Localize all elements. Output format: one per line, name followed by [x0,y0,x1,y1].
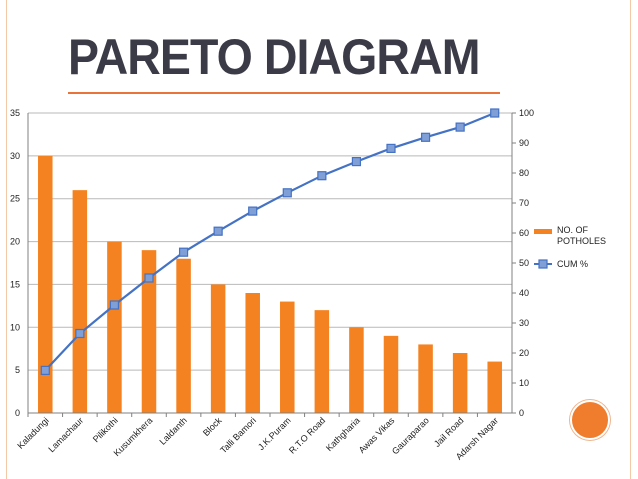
left-tick-label: 30 [10,151,20,161]
gridlines [28,112,512,414]
right-tick-label: 100 [519,108,534,118]
left-tick-label: 20 [10,237,20,247]
legend-swatch-bars [534,229,552,234]
line-marker [455,122,465,132]
x-tick-label: Kaladungi [15,415,50,450]
right-tick-label: 90 [519,138,529,148]
left-tick-label: 5 [15,365,20,375]
bar [176,258,191,413]
left-axis-ticks: 0 5 10 15 20 25 30 35 [10,108,20,418]
bar [245,293,260,413]
line-marker [420,132,431,142]
axes [27,113,513,414]
line-marker [75,328,85,339]
left-tick-label: 10 [10,322,20,332]
right-tick-label: 50 [519,258,529,268]
left-tick-label: 0 [15,408,20,418]
cumulative-line-series [40,108,500,375]
x-tick-label: Laldanth [157,415,188,446]
bar [349,327,364,413]
title-underline [68,92,500,94]
right-tick-label: 10 [519,378,529,388]
bar [38,155,53,413]
bar [487,361,502,413]
x-tick-label: Pilikothi [91,415,120,444]
legend-label-line: CUM % [557,259,588,269]
right-tick-label: 60 [519,228,529,238]
x-tick-label: Block [201,415,224,438]
slide-border-right [630,0,631,479]
bar [72,190,88,413]
slide-border-left [6,0,7,479]
line-marker [386,143,396,153]
right-tick-label: 20 [519,348,529,358]
page-title: PARETO DIAGRAM [68,29,480,85]
legend-swatch-marker [538,259,548,269]
bar [141,250,157,413]
bar [280,301,295,413]
line-marker [144,273,154,283]
x-tick-label: R.T.O Road [287,415,327,455]
line-marker [248,206,258,216]
bar [210,284,226,413]
right-tick-label: 40 [519,288,529,298]
right-tick-label: 70 [519,198,529,208]
bar [418,344,433,413]
right-tick-label: 80 [519,168,529,178]
line-marker [213,226,223,236]
left-tick-label: 15 [10,279,20,289]
x-tick-label: Gauraparao [390,415,431,456]
right-tick-label: 0 [519,408,524,418]
bar [314,310,330,413]
x-tick-label: Talli Bamori [218,415,258,455]
cumulative-line [44,111,496,372]
decorative-orange-circle [570,400,610,440]
line-marker [351,157,362,167]
bar-series [38,155,502,413]
line-marker [40,365,50,375]
legend-label-bars: NO. OF POTHOLES [557,225,606,246]
line-marker [178,247,189,257]
x-tick-label: Jail Road [432,415,466,449]
left-tick-label: 25 [10,194,20,204]
left-tick-label: 35 [10,108,20,118]
bar [107,241,122,413]
line-marker [282,188,292,198]
bar [383,335,399,413]
legend: NO. OF POTHOLES CUM % [534,225,606,269]
line-marker [317,171,327,181]
right-axis-ticks: 0 10 20 30 40 50 60 70 80 90 100 [512,108,534,418]
line-marker [109,300,120,310]
right-tick-label: 30 [519,318,529,328]
bar [452,353,468,413]
x-tick-label: Lamachaur [46,415,85,454]
x-tick-label: J.K.Puram [256,415,293,452]
line-marker [490,108,500,118]
